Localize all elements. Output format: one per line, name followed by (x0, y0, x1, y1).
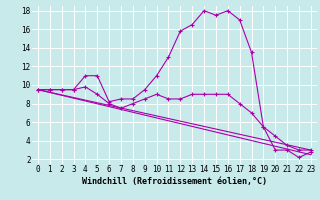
X-axis label: Windchill (Refroidissement éolien,°C): Windchill (Refroidissement éolien,°C) (82, 177, 267, 186)
